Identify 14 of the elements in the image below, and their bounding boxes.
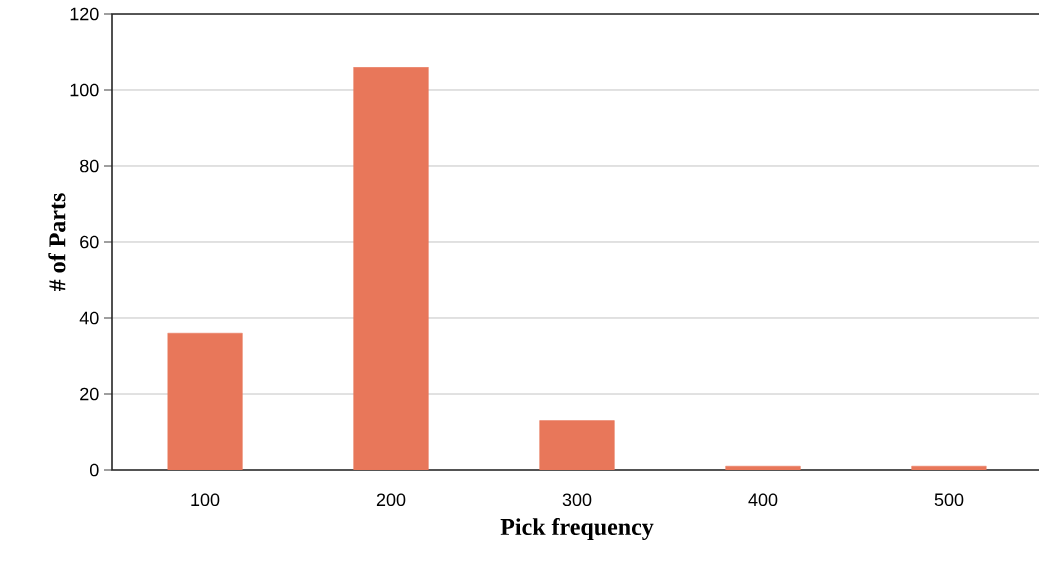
x-tick-label: 200 [376, 493, 406, 507]
y-axis-title: # of Parts [48, 193, 66, 291]
y-tick-label: 40 [79, 311, 99, 325]
x-tick-label: 100 [191, 493, 220, 507]
y-tick-label: 20 [80, 387, 99, 401]
x-axis-title: Pick frequency [500, 517, 654, 541]
x-tick-label: 500 [934, 493, 964, 507]
x-tick-label: 400 [748, 493, 778, 507]
y-tick-label: 120 [70, 7, 99, 21]
y-tick-label: 100 [70, 83, 99, 97]
y-tick-label: 80 [80, 159, 99, 173]
x-tick-label: 300 [562, 493, 592, 507]
y-tick-label: 60 [80, 235, 99, 249]
y-tick-label: 0 [89, 463, 99, 477]
